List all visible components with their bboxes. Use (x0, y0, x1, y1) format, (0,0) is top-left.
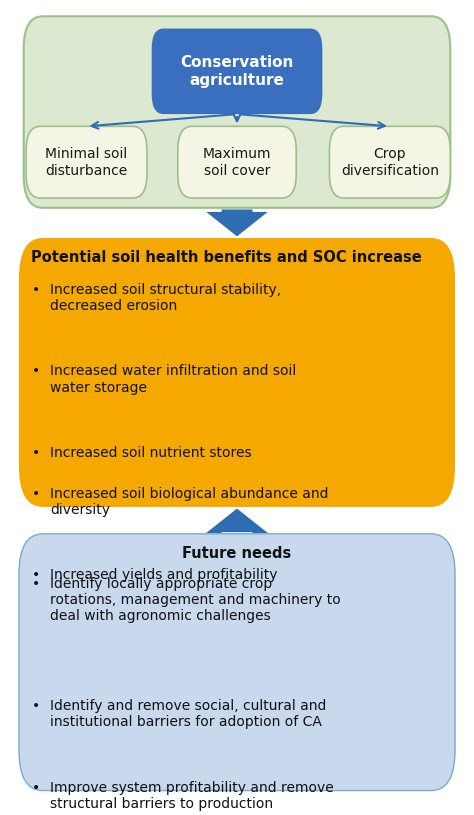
Text: •: • (32, 446, 40, 460)
FancyBboxPatch shape (19, 238, 455, 507)
Text: •: • (32, 487, 40, 500)
Text: •: • (32, 283, 40, 297)
Text: Maximum
soil cover: Maximum soil cover (203, 147, 271, 178)
Polygon shape (206, 509, 268, 533)
Text: Identify and remove social, cultural and
institutional barriers for adoption of : Identify and remove social, cultural and… (50, 699, 326, 729)
Text: •: • (32, 577, 40, 591)
Text: Future needs: Future needs (182, 546, 292, 561)
FancyBboxPatch shape (24, 16, 450, 208)
Text: Conservation
agriculture: Conservation agriculture (180, 55, 294, 88)
FancyBboxPatch shape (329, 126, 450, 198)
Text: Increased yields and profitability: Increased yields and profitability (50, 568, 277, 582)
Polygon shape (206, 209, 268, 236)
Text: •: • (32, 699, 40, 713)
Text: Improve system profitability and remove
structural barriers to production: Improve system profitability and remove … (50, 781, 334, 811)
Text: •: • (32, 781, 40, 795)
FancyBboxPatch shape (152, 29, 322, 114)
Text: Increased soil structural stability,
decreased erosion: Increased soil structural stability, dec… (50, 283, 281, 313)
Text: Increased soil nutrient stores: Increased soil nutrient stores (50, 446, 251, 460)
FancyBboxPatch shape (178, 126, 296, 198)
Text: Minimal soil
disturbance: Minimal soil disturbance (46, 147, 128, 178)
FancyBboxPatch shape (26, 126, 147, 198)
Text: Increased soil biological abundance and
diversity: Increased soil biological abundance and … (50, 487, 328, 517)
Text: Identify locally appropriate crop
rotations, management and machinery to
deal wi: Identify locally appropriate crop rotati… (50, 577, 340, 623)
Text: Crop
diversification: Crop diversification (341, 147, 439, 178)
FancyBboxPatch shape (19, 534, 455, 791)
Text: Increased water infiltration and soil
water storage: Increased water infiltration and soil wa… (50, 364, 296, 394)
Text: •: • (32, 364, 40, 378)
Text: Potential soil health benefits and SOC increase: Potential soil health benefits and SOC i… (31, 250, 421, 265)
Text: •: • (32, 568, 40, 582)
